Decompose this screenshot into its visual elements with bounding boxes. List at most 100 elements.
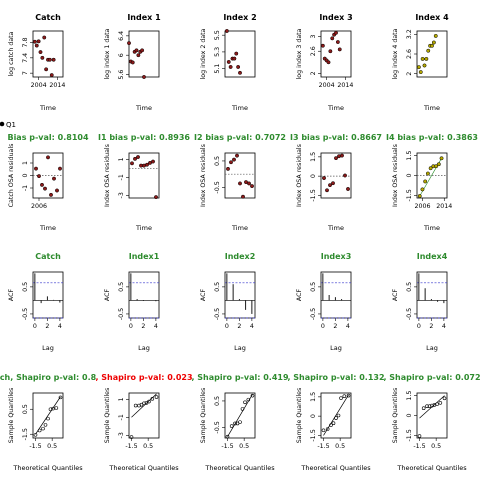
x-tick-label: 2014 bbox=[49, 82, 65, 89]
residual-point bbox=[37, 174, 41, 179]
residual-point bbox=[43, 186, 47, 191]
x-tick-label: 2006 bbox=[31, 203, 47, 210]
data-point bbox=[431, 40, 436, 45]
qq-point bbox=[331, 421, 336, 426]
residual-point bbox=[331, 181, 335, 186]
y-tick-label: 0.5 bbox=[22, 404, 29, 414]
data-point bbox=[130, 60, 135, 65]
y-tick-label: 0.5 bbox=[406, 282, 413, 292]
residual-point bbox=[151, 159, 155, 164]
qq-point bbox=[238, 420, 242, 424]
data-point bbox=[38, 50, 43, 55]
residual-point bbox=[130, 161, 134, 166]
panel-acf-1: Index1 Lag ACF -0.5 0.5 0 2 4 bbox=[104, 252, 160, 352]
y-axis-label: log catch data bbox=[8, 31, 15, 76]
data-point bbox=[42, 35, 47, 40]
qq-point bbox=[438, 401, 443, 405]
residual-point bbox=[241, 194, 245, 199]
qq-point bbox=[48, 407, 53, 412]
qq-point bbox=[150, 397, 155, 401]
qq-point bbox=[133, 403, 138, 408]
panel-qq-2: , Shapiro p-val: 0.419 Theoretical Quanti… bbox=[191, 373, 289, 472]
qq-point bbox=[51, 406, 55, 411]
qq-point bbox=[250, 393, 255, 398]
y-axis-label: Sample Quantiles bbox=[296, 388, 303, 444]
panel-qq-3: , Shapiro p-val: 0.132 Theoretical Quanti… bbox=[287, 373, 384, 472]
plot-frame bbox=[224, 271, 256, 319]
panel-acf-4: Index4 Lag ACF -0.5 0.5 0 2 4 bbox=[392, 252, 448, 352]
plot-frame bbox=[320, 271, 352, 319]
x-axis-label: Time bbox=[327, 104, 344, 112]
plot-frame bbox=[224, 152, 256, 199]
x-tick-label: 2014 bbox=[436, 203, 452, 210]
qq-point bbox=[43, 423, 48, 427]
qq-point bbox=[54, 406, 59, 410]
data-point bbox=[330, 36, 335, 41]
panel-title: , Shapiro p-val: 0.023 bbox=[95, 373, 192, 382]
y-tick-label: -0.5 bbox=[406, 308, 413, 320]
plot-frame bbox=[128, 392, 160, 439]
y-axis-label: Sample Quantiles bbox=[8, 388, 15, 444]
plot-frame bbox=[320, 30, 352, 78]
x-tick-label: 0.5 bbox=[47, 443, 57, 450]
residual-point bbox=[423, 179, 428, 184]
y-axis-label: log index 1 data bbox=[104, 28, 111, 79]
y-tick-label: 5.5 bbox=[214, 30, 221, 40]
panel-title: Index4 bbox=[417, 252, 448, 261]
data-point bbox=[426, 48, 431, 53]
data-point bbox=[47, 57, 52, 62]
qq-reference-line bbox=[35, 396, 61, 435]
data-point bbox=[51, 57, 56, 62]
y-tick-label: 5.6 bbox=[118, 70, 125, 80]
y-axis-label: Catch OSA residuals bbox=[8, 144, 15, 208]
y-axis-label: Index OSA residuals bbox=[296, 144, 303, 207]
plot-frame bbox=[32, 271, 64, 319]
plot-frame bbox=[224, 30, 256, 78]
x-axis-label: Time bbox=[39, 224, 56, 232]
y-tick-label: 2 bbox=[406, 72, 413, 76]
panel-fit-1: Index 1 Time log index 1 data 5.6 6 6.4 bbox=[104, 13, 161, 112]
y-tick-label: 1.5 bbox=[406, 151, 413, 161]
qq-point bbox=[425, 404, 429, 409]
x-tick-label: 2004 bbox=[319, 82, 335, 89]
panel-title: Catch bbox=[35, 13, 61, 22]
residual-point bbox=[229, 160, 233, 165]
panel-resid-0: Bias p-val: 0.8104 Time Catch OSA residual… bbox=[7, 133, 88, 232]
qq-point bbox=[142, 401, 146, 406]
x-tick-label: -1.5 bbox=[317, 443, 329, 450]
y-tick-label: 1 bbox=[118, 397, 125, 401]
qq-point bbox=[334, 416, 338, 420]
residual-point bbox=[436, 162, 441, 167]
x-tick-label: 2 bbox=[429, 323, 433, 330]
y-tick-label: -0.5 bbox=[22, 308, 29, 320]
y-axis-label: Sample Quantiles bbox=[392, 388, 399, 444]
x-tick-label: 0 bbox=[33, 323, 37, 330]
panel-title: Index 1 bbox=[127, 13, 161, 22]
y-tick-label: 2 bbox=[310, 71, 317, 75]
y-tick-label: -1 bbox=[118, 174, 125, 180]
residual-point bbox=[346, 187, 350, 191]
plot-frame bbox=[416, 30, 448, 78]
data-point bbox=[430, 43, 434, 48]
qq-point bbox=[243, 400, 247, 405]
x-axis-label: Lag bbox=[42, 344, 54, 352]
qq-point bbox=[329, 423, 333, 427]
plot-frame bbox=[32, 392, 64, 439]
y-axis-label: Index OSA residuals bbox=[200, 144, 207, 207]
qq-point bbox=[421, 406, 426, 411]
x-axis-label: Time bbox=[423, 104, 440, 112]
data-point bbox=[49, 73, 54, 78]
qq-point bbox=[233, 421, 237, 426]
panel-title: Index 3 bbox=[319, 13, 352, 22]
y-tick-label: -3 bbox=[118, 432, 125, 438]
x-tick-label: 0 bbox=[129, 323, 133, 330]
qq-point bbox=[229, 424, 234, 428]
x-tick-label: -1.5 bbox=[221, 443, 233, 450]
residual-point bbox=[235, 153, 239, 158]
panel-acf-3: Index3 Lag ACF -0.5 0.5 0 2 4 bbox=[296, 252, 352, 352]
y-tick-label: -1.5 bbox=[310, 189, 317, 201]
residual-point bbox=[434, 164, 439, 169]
residual-point bbox=[40, 182, 44, 187]
x-tick-label: 0.5 bbox=[431, 443, 441, 450]
panel-qq-4: , Shapiro p-val: 0.072 Theoretical Quanti… bbox=[383, 373, 480, 472]
